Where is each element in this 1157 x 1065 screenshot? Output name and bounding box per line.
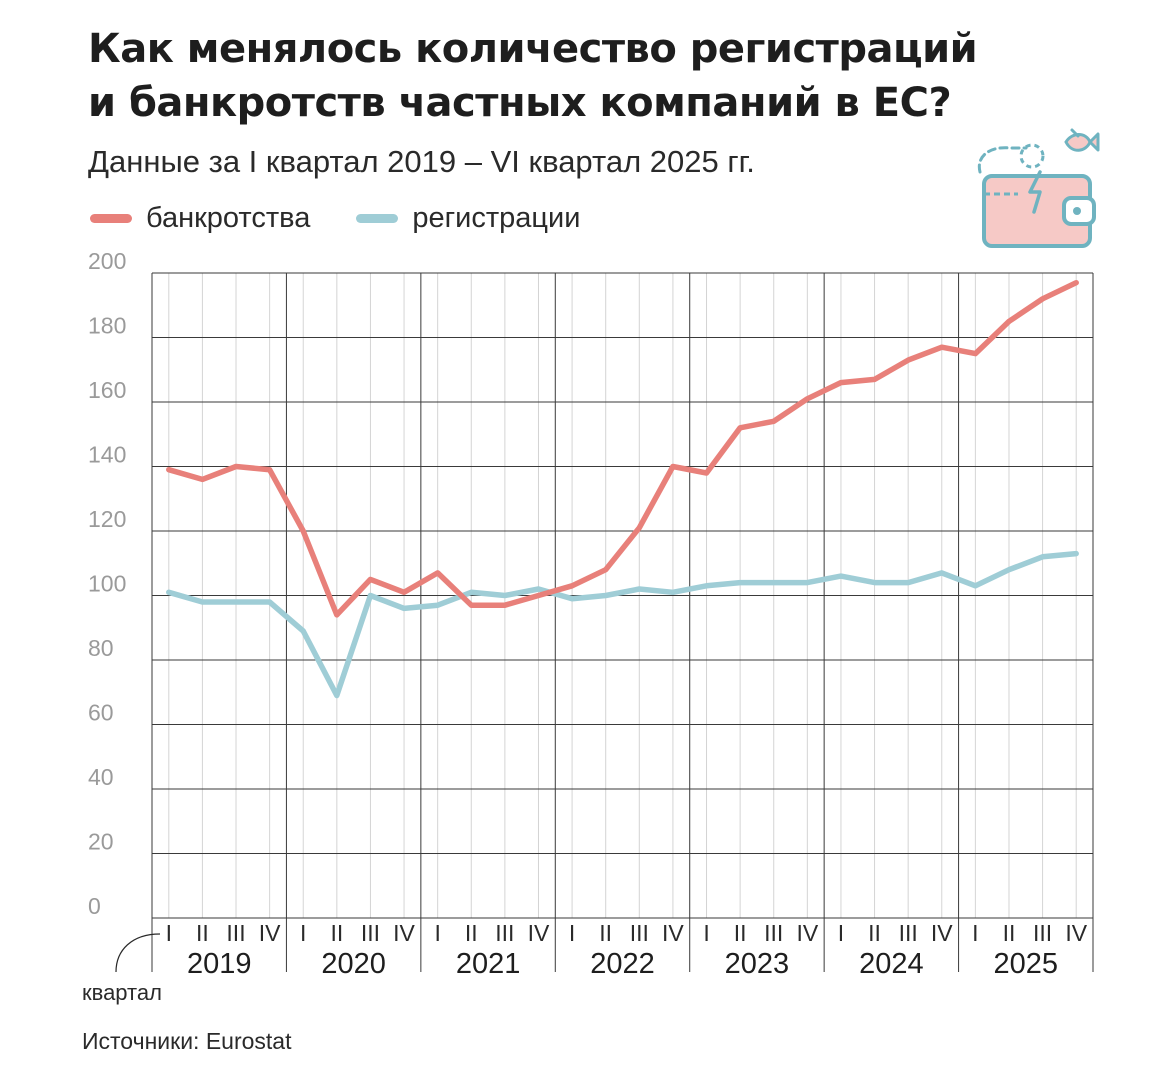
legend-label-bankruptcies: банкротства xyxy=(146,202,311,234)
legend-item-bankruptcies: банкротства xyxy=(90,202,310,235)
y-tick-label: 120 xyxy=(88,506,126,532)
axis-pointer xyxy=(115,933,161,973)
x-tick-label-quarter: III xyxy=(630,920,649,946)
x-tick-label-quarter: I xyxy=(838,920,844,946)
x-tick-label-quarter: II xyxy=(734,920,747,946)
x-tick-label-year: 2024 xyxy=(859,948,924,980)
x-tick-label-year: 2019 xyxy=(187,948,252,980)
x-tick-label-quarter: III xyxy=(495,920,514,946)
x-tick-label-quarter: IV xyxy=(528,920,550,946)
y-tick-label: 200 xyxy=(88,248,126,274)
x-tick-label-quarter: I xyxy=(972,920,978,946)
source-note: Источники: Eurostat xyxy=(82,1028,292,1054)
x-tick-label-quarter: II xyxy=(465,920,478,946)
series-line-registrations xyxy=(166,550,1079,699)
x-tick-label-quarter: III xyxy=(899,920,918,946)
x-tick-label-quarter: IV xyxy=(931,920,953,946)
legend-item-registrations: регистрации xyxy=(356,202,580,235)
x-tick-label-quarter: III xyxy=(764,920,783,946)
y-tick-label: 140 xyxy=(88,442,126,468)
x-tick-label-quarter: II xyxy=(599,920,612,946)
x-tick-label-quarter: III xyxy=(226,920,245,946)
x-tick-label-year: 2022 xyxy=(590,948,655,980)
x-tick-label-quarter: II xyxy=(196,920,209,946)
x-tick-label-quarter: II xyxy=(1003,920,1016,946)
chart-title: Как менялось количество регистраций и ба… xyxy=(88,22,1088,130)
x-tick-label-quarter: III xyxy=(1033,920,1052,946)
x-tick-label-year: 2020 xyxy=(321,948,386,980)
chart-title-line-2: и банкротств частных компаний в ЕС? xyxy=(88,80,952,126)
y-tick-label: 20 xyxy=(88,829,114,855)
series-line-bankruptcies xyxy=(166,279,1079,618)
x-tick-label-quarter: I xyxy=(434,920,440,946)
legend-label-registrations: регистрации xyxy=(412,202,581,234)
x-tick-label-quarter: I xyxy=(569,920,575,946)
y-tick-label: 60 xyxy=(88,700,114,726)
x-tick-label-quarter: IV xyxy=(393,920,415,946)
y-tick-label: 40 xyxy=(88,764,114,790)
x-tick-label-quarter: IV xyxy=(1065,920,1087,946)
x-tick-label-quarter: III xyxy=(361,920,380,946)
x-tick-label-quarter: I xyxy=(300,920,306,946)
x-tick-label-year: 2025 xyxy=(994,948,1059,980)
x-tick-label-quarter: I xyxy=(166,920,172,946)
x-tick-label-quarter: IV xyxy=(259,920,281,946)
x-tick-label-year: 2021 xyxy=(456,948,521,980)
x-tick-label-quarter: II xyxy=(868,920,881,946)
x-unit-label: квартал xyxy=(82,980,162,1005)
legend: банкротства регистрации xyxy=(90,202,626,235)
y-tick-label: 80 xyxy=(88,635,114,661)
y-tick-label: 0 xyxy=(88,893,101,919)
x-tick-label-quarter: I xyxy=(703,920,709,946)
legend-swatch-registrations xyxy=(356,214,399,223)
wallet-icon xyxy=(977,128,1100,248)
x-tick-label-quarter: II xyxy=(330,920,343,946)
legend-swatch-bankruptcies xyxy=(90,214,132,223)
y-tick-label: 100 xyxy=(88,571,126,597)
chart-title-line-1: Как менялось количество регистраций xyxy=(88,26,978,72)
x-tick-label-quarter: IV xyxy=(796,920,818,946)
chart-subtitle: Данные за I квартал 2019 – VI квартал 20… xyxy=(88,144,755,179)
y-tick-label: 180 xyxy=(88,313,126,339)
x-tick-label-quarter: IV xyxy=(662,920,684,946)
x-tick-label-year: 2023 xyxy=(725,948,790,980)
y-tick-label: 160 xyxy=(88,377,126,403)
